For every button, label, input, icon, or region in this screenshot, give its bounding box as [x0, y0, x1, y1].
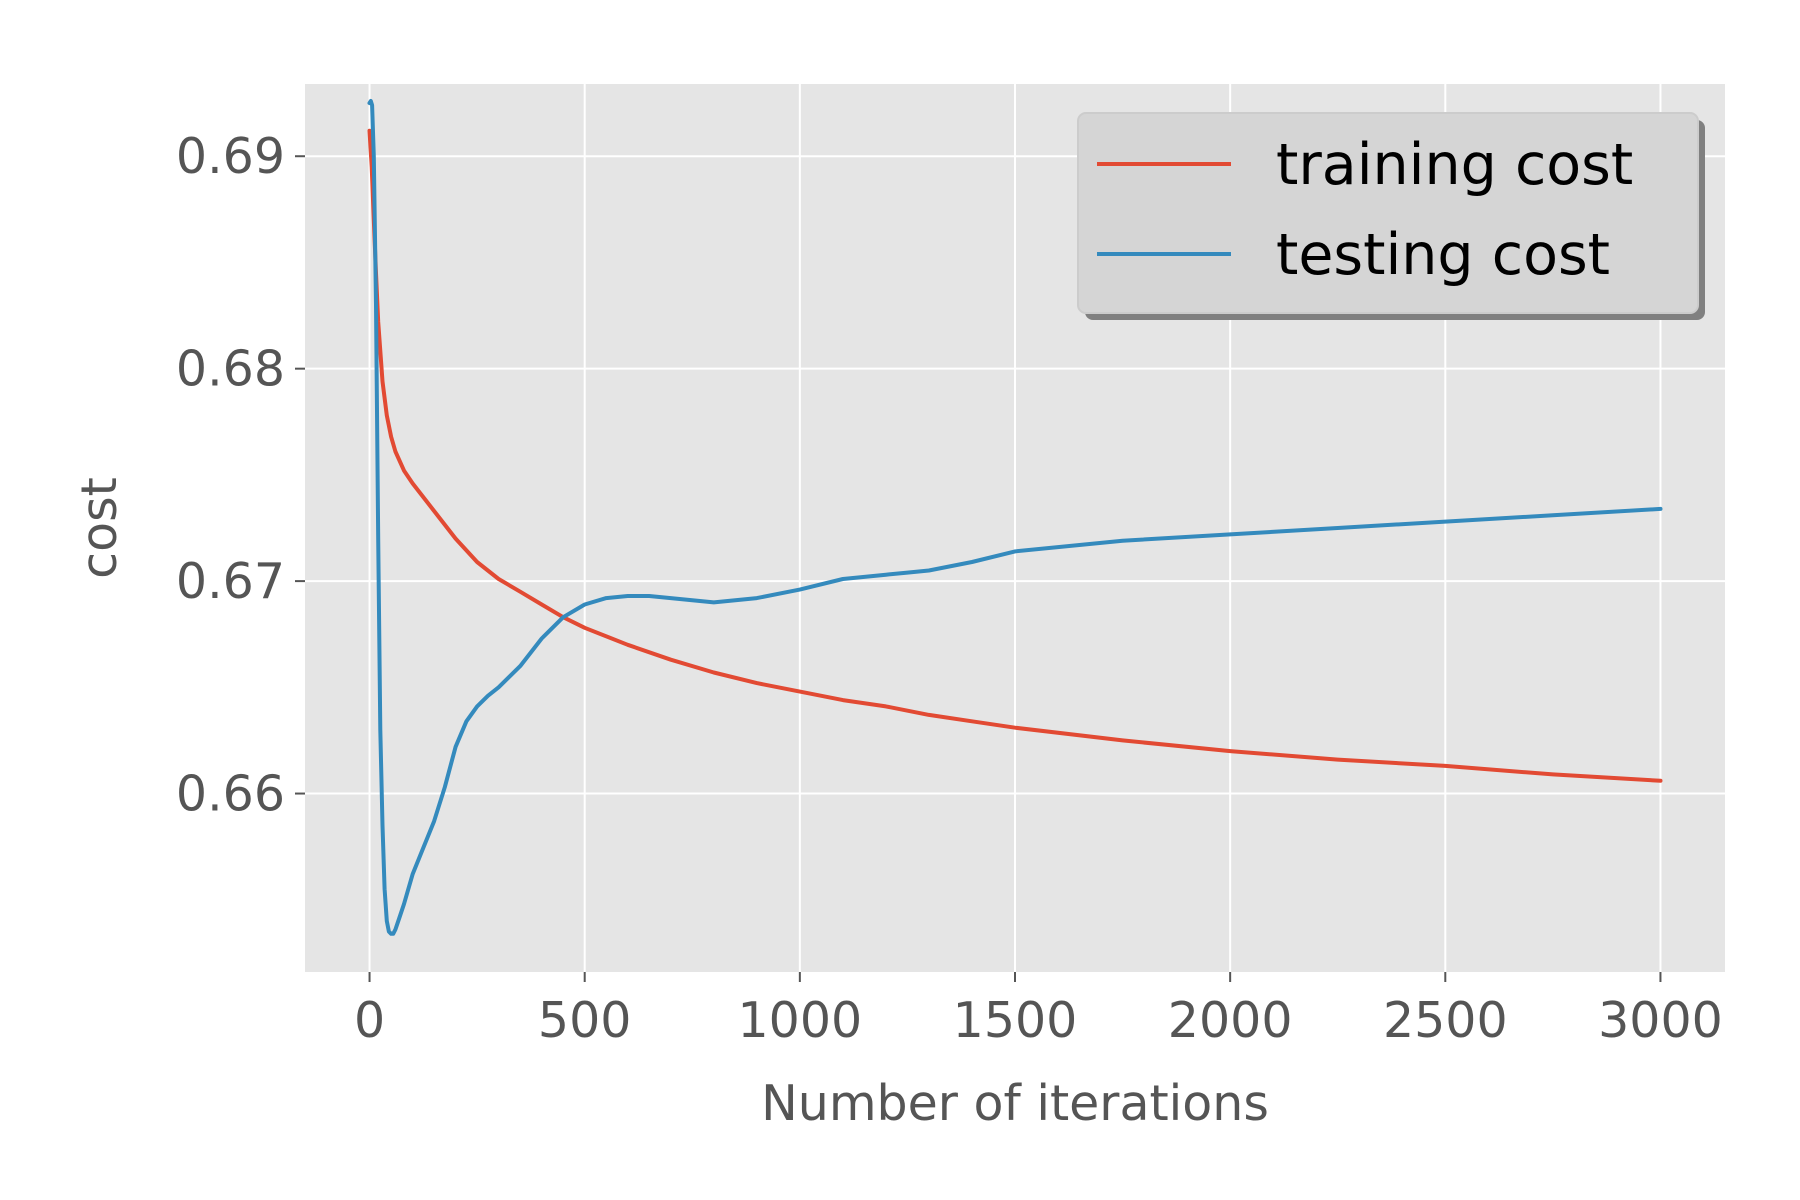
- legend-label-testing-cost: testing cost: [1276, 222, 1610, 288]
- y-tick-label: 0.66: [176, 766, 285, 823]
- x-tick-label: 2000: [1168, 992, 1293, 1049]
- legend-box: [1077, 112, 1699, 314]
- x-axis-label: Number of iterations: [761, 1075, 1269, 1132]
- axis-ticks: 0 500 1000 1500 2000 2500 3000 0.66 0.67 0.68 0.69: [176, 128, 1723, 1049]
- y-axis-label: cost: [71, 477, 128, 579]
- y-tick-label: 0.68: [176, 341, 285, 398]
- x-tick-label: 3000: [1598, 992, 1723, 1049]
- y-tick-label: 0.67: [176, 553, 285, 610]
- x-tick-label: 0: [354, 992, 385, 1049]
- legend-label-training-cost: training cost: [1276, 132, 1633, 198]
- legend: training cost testing cost: [1077, 112, 1705, 320]
- x-tick-label: 1000: [737, 992, 862, 1049]
- x-tick-label: 1500: [953, 992, 1078, 1049]
- series-lines: [367, 99, 1663, 936]
- series-line-testing-cost: [367, 99, 1663, 936]
- y-tick-label: 0.69: [176, 128, 285, 185]
- x-tick-label: 500: [538, 992, 632, 1049]
- x-tick-label: 2500: [1383, 992, 1508, 1049]
